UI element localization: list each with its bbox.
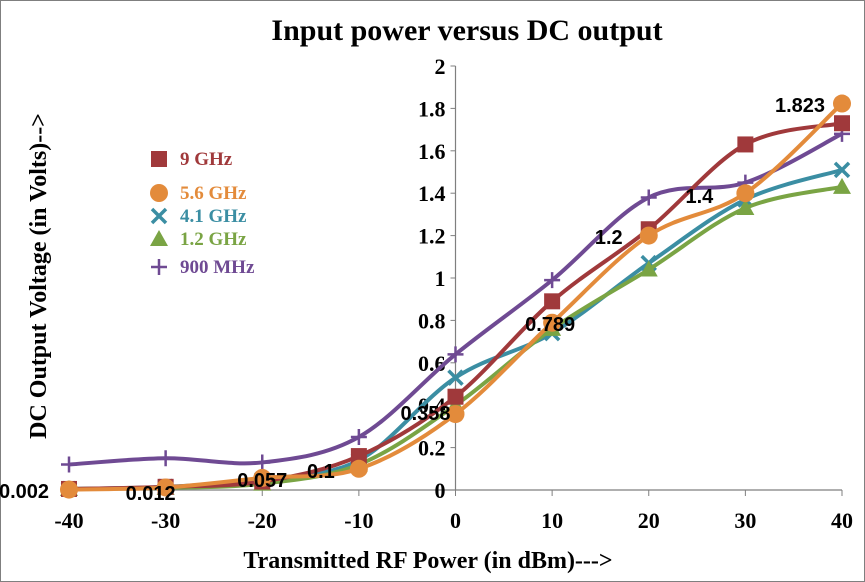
data-label: 0.012: [126, 483, 176, 505]
data-point: [157, 450, 174, 467]
data-point: [156, 478, 175, 497]
data-point: [446, 405, 465, 424]
legend-marker: [150, 207, 168, 225]
chart-title: Input power versus DC output: [271, 14, 662, 47]
legend-label: 1.2 GHz: [180, 229, 247, 250]
data-point: [639, 226, 658, 245]
data-label: 0.002: [0, 481, 49, 503]
data-point: [833, 177, 851, 194]
y-tick-label: 1: [435, 266, 446, 291]
y-tick-label: 1.4: [418, 181, 446, 206]
y-tick-label: 0.6: [418, 351, 446, 376]
x-tick-label: 0: [450, 508, 461, 533]
data-label: 1.2: [595, 227, 623, 249]
y-tick-label: 0.8: [418, 308, 446, 333]
legend-label: 5.6 GHz: [180, 183, 247, 204]
x-tick-label: 40: [831, 508, 853, 533]
legend-marker: [150, 230, 168, 246]
x-tick-label: -10: [344, 508, 373, 533]
data-label: 1.823: [775, 95, 825, 117]
data-point: [544, 272, 561, 289]
y-tick-label: 1.2: [418, 224, 446, 249]
data-point: [447, 346, 464, 363]
x-tick-label: 10: [541, 508, 563, 533]
series-line: [68, 121, 843, 491]
y-tick-label: 1.8: [418, 96, 446, 121]
x-tick-label: 20: [638, 508, 660, 533]
legend-label: 9 GHz: [180, 149, 233, 170]
data-point: [544, 293, 561, 310]
data-label: 0.057: [237, 470, 287, 492]
x-tick-label: -20: [248, 508, 277, 533]
x-tick-label: 30: [734, 508, 756, 533]
y-tick-label: 0: [435, 478, 446, 503]
y-tick-label: 0.2: [418, 436, 446, 461]
legend-marker: [151, 259, 167, 275]
data-point: [447, 369, 464, 386]
axes: -40 -30 -20 -10 0 10 20 30 4000.20.40.60.811.21.…: [54, 54, 853, 533]
data-point: [833, 94, 851, 113]
data-point: [61, 456, 77, 473]
data-point: [736, 199, 755, 216]
data-point: [834, 115, 850, 132]
x-tick-label: -30: [151, 508, 180, 533]
data-point: [349, 459, 368, 478]
legend-label: 4.1 GHz: [180, 206, 247, 227]
data-point: [833, 161, 851, 179]
series-line: [68, 132, 843, 467]
data-label: 0.789: [525, 314, 575, 336]
series-5.6-ghz: [60, 94, 851, 499]
legend-label: 900 MHz: [180, 257, 255, 278]
x-tick-label: -40: [54, 508, 83, 533]
data-point: [736, 184, 755, 203]
data-point: [60, 480, 78, 499]
data-point: [253, 468, 272, 487]
data-point: [543, 313, 562, 332]
data-labels: 0.002 0.012 0.057 0.1 0.358 0.789 1.2 1.4 1.823: [0, 95, 825, 505]
legend-marker: [150, 184, 168, 202]
data-point: [350, 448, 367, 465]
data-label: 1.4: [685, 186, 714, 208]
y-tick-label: 2: [435, 54, 446, 79]
y-axis-title: DC Output Voltage (in Volts)-->: [26, 113, 52, 439]
data-point: [447, 388, 464, 405]
legend-marker: [151, 151, 167, 167]
y-tick-label: 1.6: [418, 139, 446, 164]
x-axis-title: Transmitted RF Power (in dBm)--->: [243, 548, 612, 574]
data-point: [639, 260, 658, 277]
data-point: [640, 189, 657, 206]
data-point: [737, 136, 754, 153]
data-label: 0.358: [400, 403, 450, 425]
series-line: [68, 102, 844, 492]
data-label: 0.1: [307, 461, 335, 483]
data-point: [254, 454, 271, 471]
data-point: [350, 429, 367, 445]
series-layer: [60, 94, 851, 499]
